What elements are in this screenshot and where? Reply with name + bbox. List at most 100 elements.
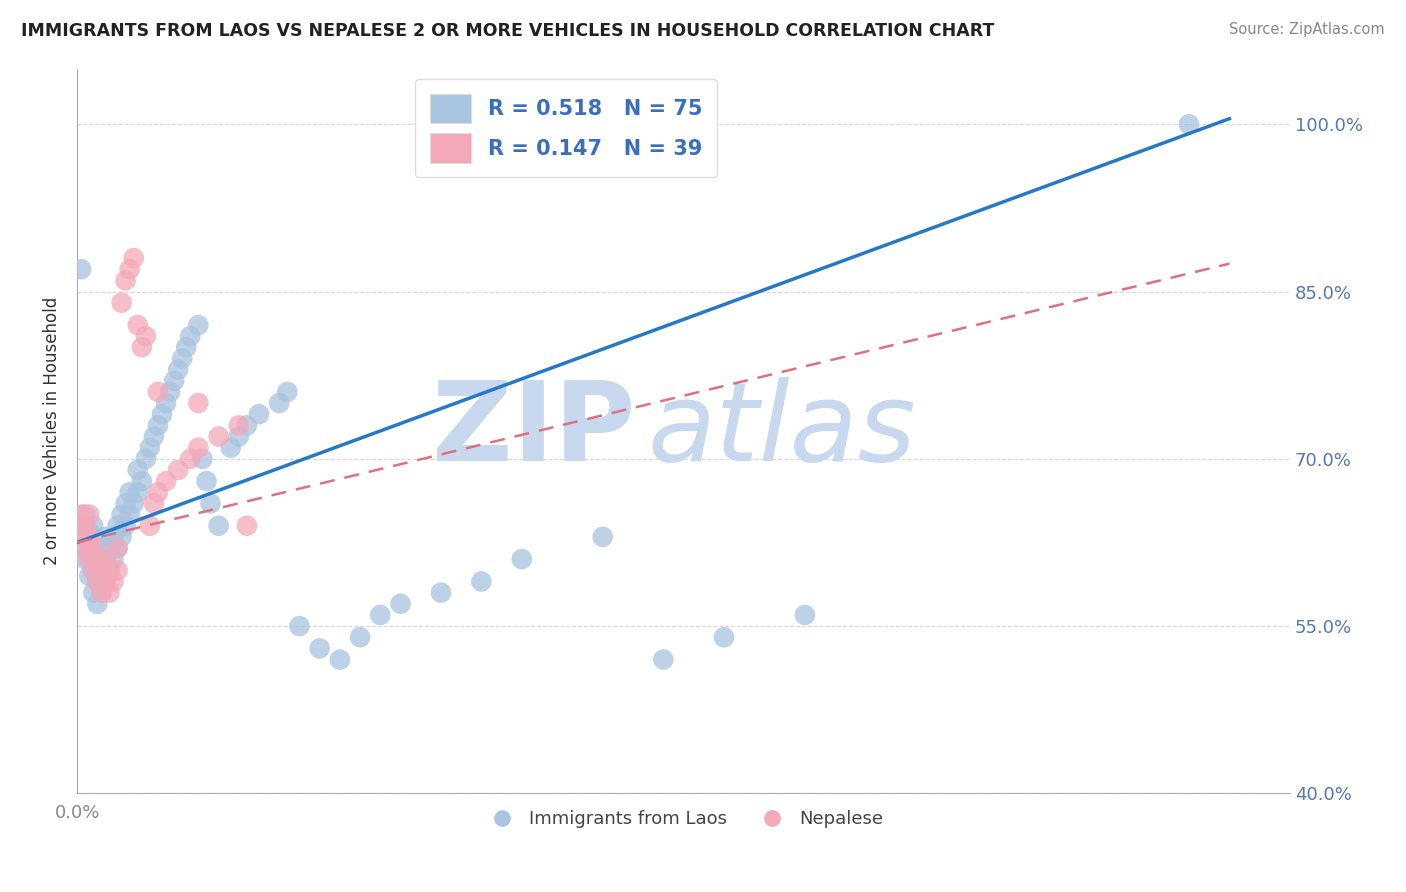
Point (107, 541, 129, 555)
Point (70, 262, 93, 277)
Point (94, 530, 117, 544)
Point (187, 318, 209, 332)
Point (70, 530, 93, 544)
Point (107, 541, 129, 555)
Point (98, 563, 121, 577)
Point (90, 585, 112, 599)
Point (228, 429, 250, 443)
Point (142, 429, 165, 443)
Point (389, 597, 412, 611)
Point (131, 474, 153, 488)
Point (77, 508, 100, 522)
Point (276, 384, 298, 399)
Point (219, 441, 242, 455)
Point (75, 530, 97, 544)
Point (90, 563, 112, 577)
Point (122, 251, 145, 265)
Point (155, 474, 177, 488)
Point (159, 384, 181, 399)
Point (82, 541, 104, 555)
Point (592, 530, 614, 544)
Point (793, 607, 815, 622)
Text: Source: ZipAtlas.com: Source: ZipAtlas.com (1229, 22, 1385, 37)
Point (77, 530, 100, 544)
Point (349, 630, 371, 644)
Point (155, 396, 177, 410)
Point (236, 518, 259, 533)
Point (70, 541, 93, 555)
Point (107, 518, 129, 533)
Point (652, 652, 675, 666)
Point (174, 340, 197, 354)
Point (172, 351, 194, 366)
Point (90, 541, 112, 555)
Point (114, 273, 136, 287)
Point (179, 451, 201, 466)
Point (77, 569, 100, 583)
Point (82, 518, 104, 533)
Point (139, 518, 162, 533)
Legend: Immigrants from Laos, Nepalese: Immigrants from Laos, Nepalese (477, 803, 890, 835)
Text: ZIP: ZIP (432, 377, 636, 484)
Point (70, 508, 93, 522)
Point (329, 652, 352, 666)
Point (247, 407, 270, 421)
Point (114, 496, 136, 510)
Point (191, 451, 214, 466)
Point (86, 552, 108, 566)
Point (103, 574, 125, 589)
Text: atlas: atlas (647, 377, 915, 484)
Point (122, 496, 145, 510)
Point (94, 552, 117, 566)
Point (167, 463, 190, 477)
Point (163, 374, 186, 388)
Point (82, 541, 104, 555)
Point (236, 418, 259, 433)
Point (94, 574, 117, 589)
Point (127, 463, 149, 477)
Point (107, 563, 129, 577)
Point (187, 441, 209, 455)
Point (118, 485, 141, 500)
Point (510, 552, 533, 566)
Point (118, 262, 141, 277)
Point (86, 574, 108, 589)
Point (713, 630, 735, 644)
Point (127, 318, 149, 332)
Point (167, 362, 190, 376)
Point (94, 574, 117, 589)
Point (94, 552, 117, 566)
Point (86, 597, 108, 611)
Point (135, 329, 157, 343)
Point (114, 518, 136, 533)
Point (77, 524, 100, 539)
Point (139, 441, 162, 455)
Point (110, 295, 132, 310)
Y-axis label: 2 or more Vehicles in Household: 2 or more Vehicles in Household (44, 297, 60, 565)
Point (269, 396, 291, 410)
Point (82, 585, 104, 599)
Point (146, 384, 169, 399)
Point (195, 474, 218, 488)
Point (207, 429, 229, 443)
Point (288, 619, 311, 633)
Point (308, 641, 330, 656)
Point (146, 485, 169, 500)
Point (98, 541, 121, 555)
Point (75, 518, 97, 533)
Point (370, 607, 392, 622)
Point (207, 518, 229, 533)
Point (228, 418, 250, 433)
Point (146, 418, 169, 433)
Point (470, 574, 492, 589)
Point (430, 585, 453, 599)
Point (98, 563, 121, 577)
Point (70, 518, 93, 533)
Point (75, 541, 97, 555)
Point (86, 574, 108, 589)
Point (150, 407, 173, 421)
Point (131, 340, 153, 354)
Point (142, 496, 165, 510)
Text: IMMIGRANTS FROM LAOS VS NEPALESE 2 OR MORE VEHICLES IN HOUSEHOLD CORRELATION CHA: IMMIGRANTS FROM LAOS VS NEPALESE 2 OR MO… (21, 22, 994, 40)
Point (110, 508, 132, 522)
